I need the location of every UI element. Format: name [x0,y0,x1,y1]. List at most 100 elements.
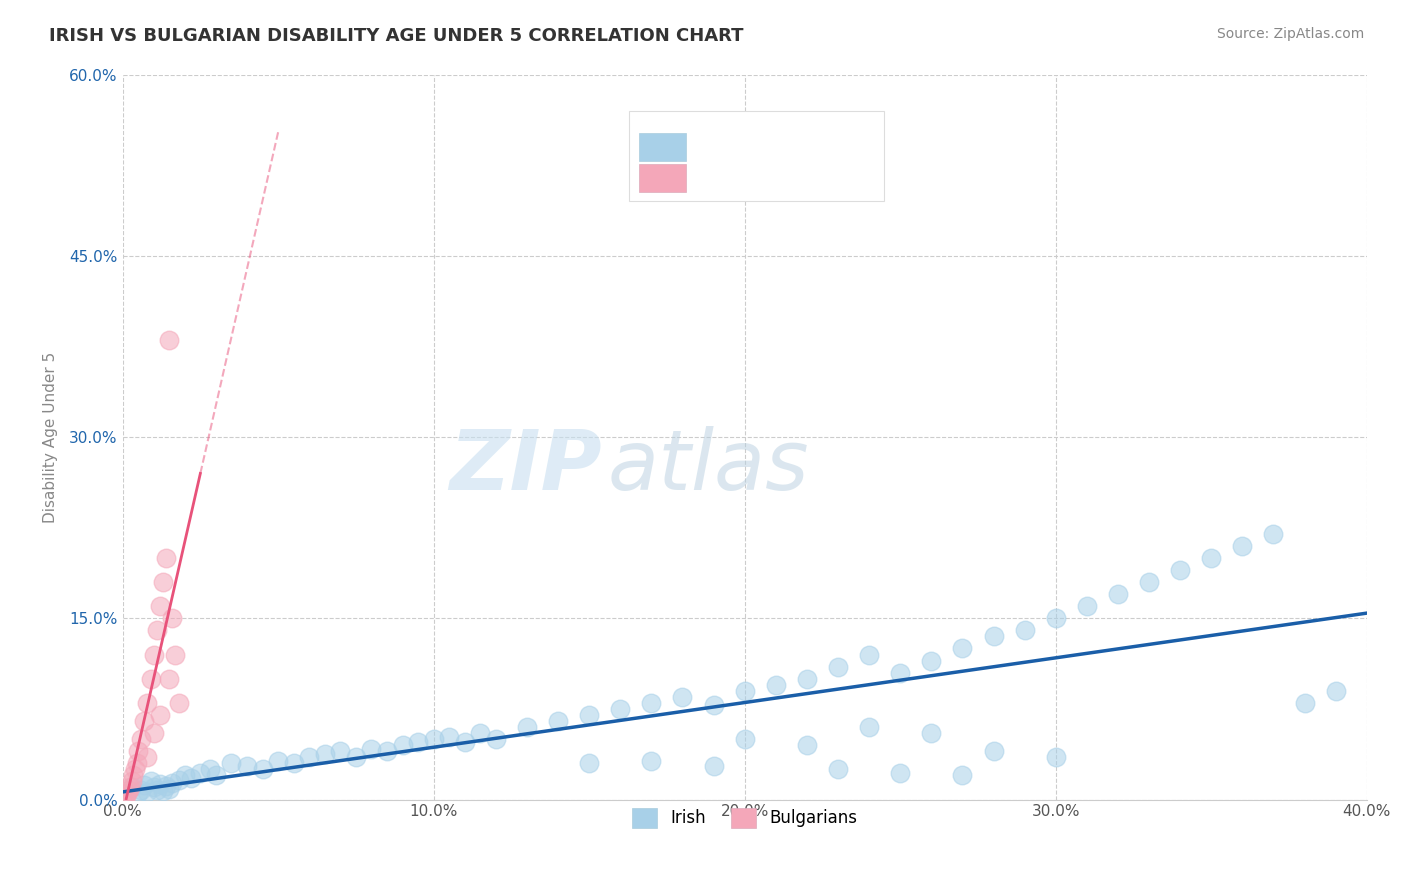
Point [155,550,177,565]
Point [136,750,159,764]
Point [920,654,942,668]
Point [952,768,974,782]
Point [162,611,184,625]
Point [142,780,165,795]
Point [578,756,600,771]
Point [157,781,180,796]
Point [165,648,187,662]
Point [437,730,460,744]
Point [190,766,212,780]
Point [157,334,180,348]
FancyBboxPatch shape [638,133,686,161]
Point [142,726,165,740]
FancyBboxPatch shape [628,111,884,202]
Point [136,785,159,799]
Point [858,720,880,734]
Point [406,734,429,748]
FancyBboxPatch shape [638,164,686,192]
Point [152,784,174,798]
Point [609,702,631,716]
Point [703,758,725,772]
Point [889,665,911,680]
Point [470,726,492,740]
Point [152,574,174,589]
Point [112,790,135,805]
Point [139,672,162,686]
Point [121,774,143,789]
Point [391,738,413,752]
Text: Source: ZipAtlas.com: Source: ZipAtlas.com [1216,27,1364,41]
Point [1294,696,1316,710]
Point [149,777,172,791]
Point [146,782,169,797]
Text: atlas: atlas [607,425,810,507]
Point [236,758,259,772]
Point [114,789,136,803]
Text: R = 0.819: R = 0.819 [702,169,792,187]
Point [640,696,662,710]
Point [157,672,180,686]
Point [375,744,398,758]
Point [1263,526,1285,541]
Point [129,782,152,797]
Point [198,762,221,776]
Point [117,787,139,801]
Point [267,754,290,768]
Point [173,768,195,782]
Legend: Irish, Bulgarians: Irish, Bulgarians [626,801,865,835]
Point [149,708,172,723]
Point [121,780,143,795]
Point [765,678,787,692]
Point [734,732,756,747]
Point [1045,611,1067,625]
Point [1201,550,1223,565]
Point [827,659,849,673]
Point [827,762,849,776]
Point [252,762,274,776]
Point [134,778,156,792]
Point [671,690,693,704]
Point [796,672,818,686]
Point [118,782,141,797]
Point [1137,574,1160,589]
Point [167,696,190,710]
Text: N = 27: N = 27 [804,169,872,187]
Point [1076,599,1098,614]
Point [205,768,228,782]
Point [127,787,149,801]
Point [129,732,152,747]
Point [314,747,336,761]
Point [134,714,156,728]
Point [1324,683,1347,698]
Point [344,750,367,764]
Point [283,756,305,771]
Point [734,683,756,698]
Point [162,775,184,789]
Point [983,744,1005,758]
Point [124,762,146,776]
Point [422,732,444,747]
Point [1168,563,1191,577]
Text: R = 0.465: R = 0.465 [702,138,792,156]
Point [640,754,662,768]
Text: ZIP: ZIP [449,425,602,507]
Point [146,624,169,638]
Point [127,744,149,758]
Point [889,766,911,780]
Text: N = 76: N = 76 [804,138,872,156]
Text: IRISH VS BULGARIAN DISABILITY AGE UNDER 5 CORRELATION CHART: IRISH VS BULGARIAN DISABILITY AGE UNDER … [49,27,744,45]
Point [858,648,880,662]
Point [796,738,818,752]
Point [155,779,177,793]
Point [1014,624,1036,638]
Point [125,756,148,771]
Point [547,714,569,728]
Point [149,599,172,614]
Point [221,756,243,771]
Point [454,734,477,748]
Point [1107,587,1129,601]
Point [298,750,321,764]
Point [952,641,974,656]
Point [703,698,725,713]
Point [360,741,382,756]
